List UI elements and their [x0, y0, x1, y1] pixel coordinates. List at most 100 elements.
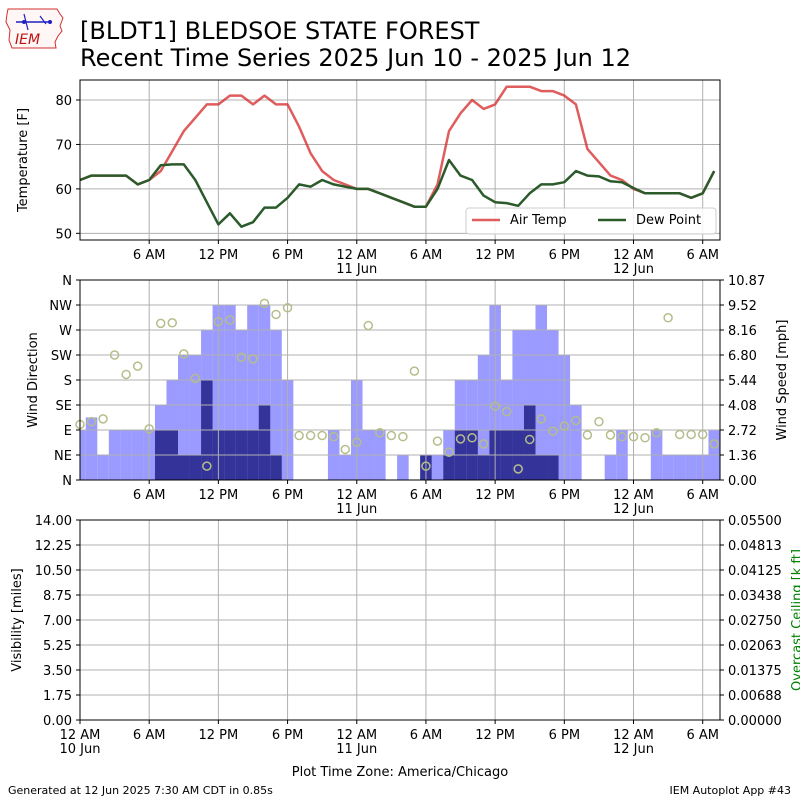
wind-speed-bar	[535, 304, 548, 480]
wind-direction-marker	[225, 315, 235, 325]
wind-direction-marker	[202, 461, 212, 471]
speed-tick-label: 8.16	[728, 324, 757, 339]
wind-direction-marker	[651, 428, 662, 438]
wind-speed-bar	[85, 417, 98, 480]
wind-speed-bar	[477, 354, 490, 480]
ceiling-tick-label: 0.03438	[728, 589, 782, 604]
wind-gust-bar	[523, 404, 536, 480]
ceiling-tick-label: 0.05500	[728, 514, 782, 529]
ceiling-tick-label: 0.01375	[728, 664, 782, 679]
visibility-ylabel: Visibility [miles]	[10, 568, 25, 671]
x-tick-label: 6 AM	[686, 728, 719, 743]
speed-tick-label: 10.87	[728, 274, 765, 289]
wind-direction-marker	[340, 444, 350, 455]
wind-speed-bar	[604, 454, 617, 480]
x-tick-label: 6 AM	[410, 488, 443, 503]
direction-tick-label: S	[64, 374, 72, 389]
wind-direction-marker	[86, 416, 97, 427]
ceiling-tick-label: 0.02063	[728, 639, 782, 654]
wind-direction-marker	[109, 350, 120, 360]
visibility-tick-label: 1.75	[43, 689, 72, 704]
logo-text: IEM	[15, 32, 40, 48]
wind-direction-marker	[352, 437, 362, 447]
x-tick-label: 12 PM	[199, 728, 239, 743]
wind-direction-marker	[455, 434, 466, 444]
wind-speed-bar	[685, 454, 697, 480]
wind-direction-marker	[98, 414, 108, 424]
wind-direction-marker	[548, 426, 558, 436]
x-tick-label: 12 Jun	[613, 502, 654, 517]
ceiling-tick-label: 0.04813	[728, 539, 782, 554]
x-axis-label: Plot Time Zone: America/Chicago	[292, 765, 508, 780]
wind-direction-marker	[167, 318, 178, 328]
wind-speed-bar	[339, 454, 351, 480]
wind-direction-marker	[582, 430, 593, 440]
wind-speed-ylabel: Wind Speed [mph]	[775, 320, 790, 441]
x-tick-label: 12 PM	[199, 488, 239, 503]
direction-tick-label: NE	[54, 449, 72, 464]
x-tick-label: 6 PM	[549, 728, 580, 743]
direction-tick-label: NW	[49, 299, 72, 314]
direction-tick-label: W	[59, 324, 72, 339]
wind-direction-marker	[121, 369, 131, 380]
wind-direction-marker	[213, 316, 224, 327]
x-tick-label: 10 Jun	[60, 742, 101, 757]
wind-direction-marker	[478, 439, 489, 449]
wind-speed-bar	[397, 454, 409, 480]
wind-direction-marker	[294, 430, 304, 441]
wind-direction-marker	[536, 414, 547, 424]
chart-title: [BLDT1] BLEDSOE STATE FOREST	[80, 17, 480, 45]
ceiling-tick-label: 0.02750	[728, 614, 782, 629]
wind-direction-marker	[282, 303, 293, 313]
wind-direction-marker	[317, 430, 327, 441]
wind-speed-bar	[662, 454, 674, 480]
visibility-tick-label: 10.50	[35, 564, 72, 579]
x-tick-label: 6 AM	[410, 248, 443, 263]
visibility-tick-label: 14.00	[35, 514, 72, 529]
x-tick-label: 6 PM	[272, 488, 303, 503]
x-tick-label: 12 PM	[199, 248, 239, 263]
x-tick-label: 12 Jun	[613, 742, 654, 757]
speed-tick-label: 2.72	[728, 424, 757, 439]
wind-gust-bar	[443, 454, 455, 480]
wind-speed-bar	[224, 304, 236, 480]
direction-tick-label: SE	[56, 399, 72, 414]
visibility-tick-label: 8.75	[43, 589, 72, 604]
wind-speed-bar	[258, 304, 271, 480]
visibility-tick-label: 12.25	[35, 539, 72, 554]
wind-gust-bar	[189, 454, 202, 480]
direction-tick-label: SW	[51, 349, 72, 364]
wind-direction-marker	[605, 430, 616, 440]
speed-tick-label: 1.36	[728, 449, 757, 464]
wind-speed-bar	[189, 354, 202, 480]
wind-gust-bar	[535, 454, 548, 480]
x-tick-label: 11 Jun	[336, 742, 377, 757]
wind-direction-marker	[594, 416, 604, 427]
wind-direction-marker	[432, 436, 443, 446]
x-tick-label: 12 AM	[613, 488, 654, 503]
direction-tick-label: N	[62, 274, 72, 289]
speed-tick-label: 9.52	[728, 299, 757, 314]
x-tick-label: 11 Jun	[336, 502, 377, 517]
visibility-tick-label: 7.00	[43, 614, 72, 629]
wind-speed-bar	[247, 304, 259, 480]
y-tick-label: 80	[55, 94, 72, 109]
wind-direction-ylabel: Wind Direction	[26, 332, 41, 428]
x-tick-label: 6 PM	[272, 248, 303, 263]
x-tick-label: 6 AM	[133, 728, 166, 743]
x-tick-label: 6 AM	[133, 488, 166, 503]
speed-tick-label: 4.08	[728, 399, 757, 414]
wind-gust-bar	[270, 454, 282, 480]
x-tick-label: 6 PM	[272, 728, 303, 743]
chart-subtitle: Recent Time Series 2025 Jun 10 - 2025 Ju…	[80, 44, 632, 72]
wind-direction-marker	[686, 429, 696, 440]
x-tick-label: 12 AM	[336, 248, 377, 263]
wind-direction-marker	[179, 349, 189, 359]
wind-direction-marker	[444, 447, 454, 457]
x-tick-label: 12 AM	[613, 728, 654, 743]
visibility-tick-label: 3.50	[43, 664, 72, 679]
x-tick-label: 6 AM	[686, 248, 719, 263]
